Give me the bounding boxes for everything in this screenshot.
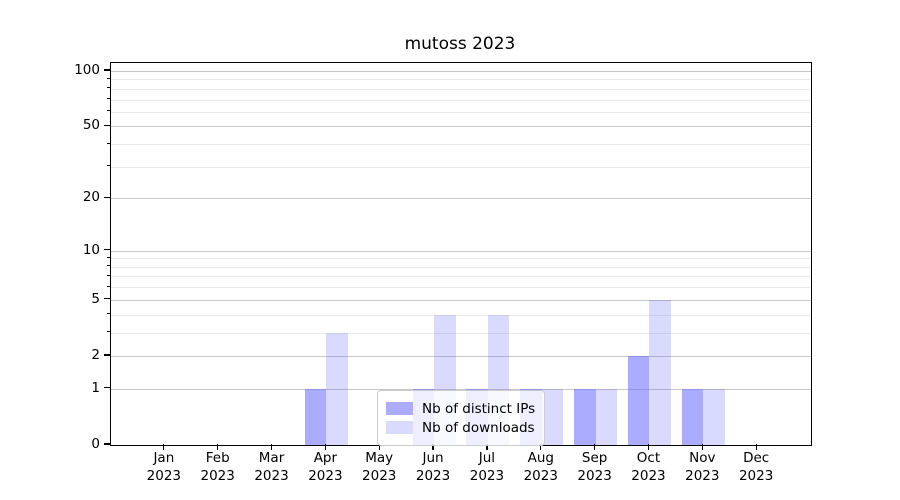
x-tick-mark <box>593 444 596 450</box>
gridline-minor <box>111 144 811 146</box>
plot-area <box>110 62 812 446</box>
y-minor-tick-mark <box>106 98 110 100</box>
y-minor-tick-mark <box>106 265 110 267</box>
x-tick-label: Aug 2023 <box>523 450 558 484</box>
y-tick-mark <box>104 298 110 300</box>
y-minor-tick-mark <box>106 256 110 258</box>
x-tick-mark <box>486 444 488 450</box>
y-minor-tick-mark <box>106 274 110 276</box>
y-tick-label: 50 <box>82 117 100 134</box>
y-minor-tick-mark <box>106 313 110 315</box>
bar-ips-apr <box>304 388 327 445</box>
legend-swatch-distinct-ips <box>386 402 413 415</box>
bar-downloads-apr <box>326 332 348 445</box>
gridline-major <box>111 355 811 357</box>
y-minor-tick-mark <box>106 87 110 89</box>
gridline-major <box>111 71 811 72</box>
gridline-major <box>111 126 811 128</box>
gridline-minor <box>111 111 811 113</box>
gridline-minor <box>111 258 811 260</box>
bar-downloads-nov <box>703 388 725 445</box>
x-tick-label: Jun 2023 <box>415 450 451 484</box>
bar-ips-nov <box>681 388 704 445</box>
bar-ips-oct <box>627 355 650 445</box>
bar-downloads-oct <box>649 299 671 445</box>
gridline-major <box>111 299 811 301</box>
x-tick-mark <box>755 444 757 450</box>
gridline-minor <box>111 266 811 268</box>
y-minor-tick-mark <box>106 285 110 287</box>
gridline-minor <box>111 79 811 81</box>
bar-downloads-aug <box>541 388 564 445</box>
x-tick-mark <box>324 444 327 450</box>
x-tick-mark <box>270 444 273 450</box>
legend-item-downloads: Nb of downloads <box>386 419 535 436</box>
gridline-minor <box>111 99 811 101</box>
y-minor-tick-mark <box>106 165 110 167</box>
y-tick-label: 100 <box>74 62 100 78</box>
gridline-major <box>111 198 811 200</box>
x-tick-label: Apr 2023 <box>308 450 343 484</box>
x-tick-label: May 2023 <box>362 450 397 484</box>
y-minor-tick-mark <box>106 77 110 79</box>
y-tick-mark <box>104 196 110 198</box>
y-tick-mark <box>104 354 110 356</box>
x-tick-label: Feb 2023 <box>200 450 235 484</box>
gridline-minor <box>111 88 811 90</box>
y-tick-mark <box>104 69 110 71</box>
legend-label-distinct-ips: Nb of distinct IPs <box>422 400 536 417</box>
gridline-minor <box>111 276 811 278</box>
y-tick-label: 1 <box>91 379 100 396</box>
y-tick-label: 20 <box>82 189 100 206</box>
gridline-major <box>111 388 811 390</box>
gridline-minor <box>111 332 811 334</box>
y-tick-mark <box>104 124 110 127</box>
x-tick-label: Mar 2023 <box>254 450 289 484</box>
x-tick-mark <box>217 444 219 450</box>
x-tick-label: Nov 2023 <box>685 450 720 484</box>
y-tick-label: 10 <box>82 241 100 258</box>
gridline-minor <box>111 314 811 316</box>
y-tick-label: 0 <box>91 436 100 452</box>
gridline-minor <box>111 166 811 168</box>
bar-ips-sep <box>574 388 596 445</box>
y-tick-mark <box>104 249 110 251</box>
x-tick-label: Sep 2023 <box>577 450 612 484</box>
x-tick-label: Oct 2023 <box>631 450 666 484</box>
x-tick-mark <box>540 444 542 450</box>
gridline-minor <box>111 287 811 289</box>
x-tick-mark <box>647 444 650 450</box>
bar-downloads-sep <box>595 388 618 445</box>
x-tick-mark <box>163 444 165 450</box>
y-tick-label: 2 <box>91 346 100 363</box>
x-tick-label: Dec 2023 <box>738 450 774 484</box>
y-minor-tick-mark <box>106 142 110 144</box>
legend-item-distinct-ips: Nb of distinct IPs <box>386 400 535 417</box>
legend-swatch-downloads <box>386 421 413 434</box>
x-tick-mark <box>701 444 703 450</box>
gridline-major <box>111 250 811 252</box>
y-tick-label: 5 <box>91 290 100 307</box>
x-tick-label: Jul 2023 <box>469 450 505 484</box>
chart-title: mutoss 2023 <box>404 34 516 54</box>
x-tick-mark <box>378 444 380 450</box>
legend-label-downloads: Nb of downloads <box>422 419 535 436</box>
y-minor-tick-mark <box>106 331 110 333</box>
x-tick-mark <box>432 444 434 450</box>
y-tick-mark <box>104 387 110 389</box>
legend: Nb of distinct IPs Nb of downloads <box>377 390 546 446</box>
y-minor-tick-mark <box>106 110 110 112</box>
x-tick-label: Jan 2023 <box>146 450 182 484</box>
y-tick-mark <box>104 443 110 445</box>
